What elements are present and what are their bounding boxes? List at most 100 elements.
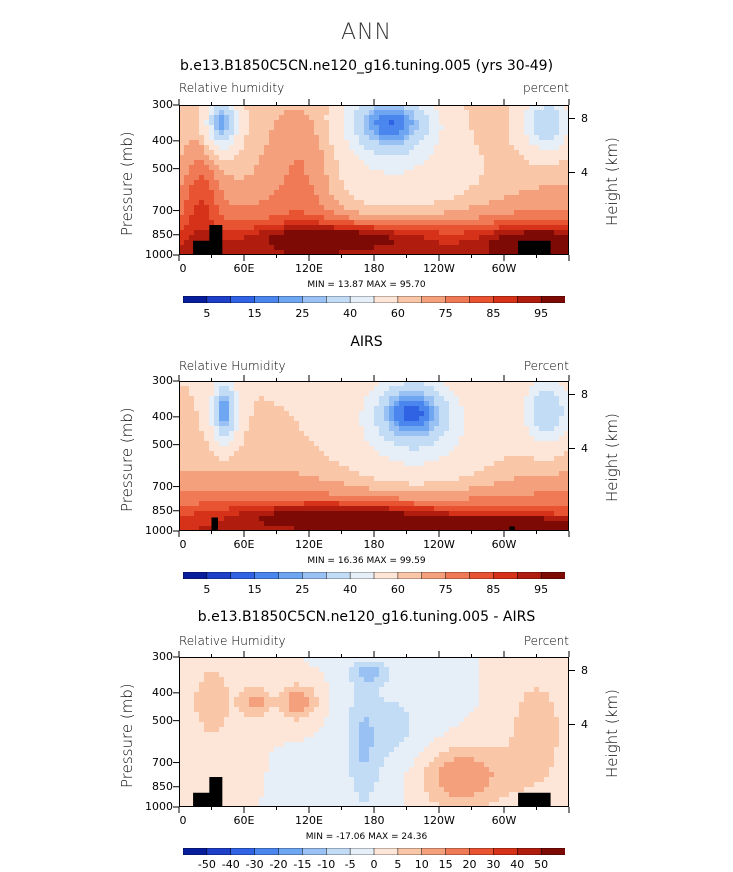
- contour-cell: [334, 496, 340, 502]
- contour-cell: [199, 481, 205, 487]
- contour-cell: [524, 210, 530, 216]
- contour-cell: [339, 451, 345, 457]
- contour-cell: [499, 481, 505, 487]
- contour-cell: [194, 220, 200, 226]
- contour-cell: [559, 210, 565, 216]
- contour-cell: [189, 120, 195, 126]
- contour-cell: [279, 506, 285, 512]
- contour-cell: [194, 225, 200, 231]
- colorbar-swatch: [421, 572, 447, 579]
- contour-cell: [224, 501, 230, 507]
- contour-cell: [304, 657, 310, 663]
- contour-cell: [359, 401, 365, 407]
- contour-cell: [264, 165, 270, 171]
- contour-cell: [319, 386, 325, 392]
- contour-cell: [254, 115, 260, 121]
- contour-cell: [464, 140, 470, 146]
- contour-cell: [454, 451, 460, 457]
- contour-cell: [219, 496, 225, 502]
- contour-cell: [289, 391, 295, 397]
- contour-cell: [519, 220, 525, 226]
- contour-cell: [304, 476, 310, 482]
- contour-cell: [399, 215, 405, 221]
- contour-cell: [544, 411, 550, 417]
- contour-cell: [334, 426, 340, 432]
- contour-cell: [224, 421, 230, 427]
- contour-cell: [409, 160, 415, 166]
- contour-cell: [384, 511, 390, 517]
- contour-cell: [464, 491, 470, 497]
- contour-cell: [499, 381, 505, 387]
- colorbar-swatch: [540, 296, 565, 303]
- contour-cell: [344, 421, 350, 427]
- contour-cell: [454, 391, 460, 397]
- contour-cell: [494, 165, 500, 171]
- contour-cell: [289, 110, 295, 116]
- colorbar-label: 15: [247, 583, 262, 596]
- contour-cell: [424, 245, 430, 251]
- contour-cell: [244, 215, 250, 221]
- contour-cell: [304, 195, 310, 201]
- contour-cell: [199, 140, 205, 146]
- contour-cell: [459, 396, 465, 402]
- contour-cell: [549, 466, 555, 472]
- contour-cell: [379, 180, 385, 186]
- contour-cell: [349, 155, 355, 161]
- contour-cell: [304, 431, 310, 437]
- contour-cell: [314, 481, 320, 487]
- contour-cell: [254, 386, 260, 392]
- contour-cell: [314, 135, 320, 141]
- contour-cell: [544, 471, 550, 477]
- contour-cell: [419, 190, 425, 196]
- contour-cell: [514, 471, 520, 477]
- contour-cell: [409, 210, 415, 216]
- contour-cell: [279, 115, 285, 121]
- contour-cell: [439, 381, 445, 387]
- contour-cell: [269, 466, 275, 472]
- contour-cell: [189, 210, 195, 216]
- contour-cell: [239, 105, 245, 111]
- contour-cell: [539, 406, 545, 412]
- contour-cell: [394, 245, 400, 251]
- contour-cell: [534, 516, 540, 522]
- contour-cell: [504, 657, 510, 663]
- contour-cell: [294, 115, 300, 121]
- contour-cell: [529, 426, 535, 432]
- contour-cell: [499, 391, 505, 397]
- contour-cell: [349, 506, 355, 512]
- contour-cell: [449, 115, 455, 121]
- contour-cell: [239, 381, 245, 387]
- contour-cell: [414, 421, 420, 427]
- contour-cell: [419, 486, 425, 492]
- contour-cell: [409, 165, 415, 171]
- contour-cell: [189, 135, 195, 141]
- contour-cell: [199, 386, 205, 392]
- contour-cell: [184, 180, 190, 186]
- contour-cell: [319, 657, 325, 663]
- contour-cell: [379, 426, 385, 432]
- contour-cell: [364, 471, 370, 477]
- contour-cell: [409, 481, 415, 487]
- contour-cell: [484, 230, 490, 236]
- contour-cell: [549, 391, 555, 397]
- contour-cell: [229, 240, 235, 246]
- contour-cell: [304, 250, 310, 255]
- contour-cell: [339, 110, 345, 116]
- contour-cell: [564, 245, 569, 251]
- contour-cell: [349, 516, 355, 522]
- contour-cell: [494, 110, 500, 116]
- contour-cell: [544, 220, 550, 226]
- contour-cell: [334, 180, 340, 186]
- contour-cell: [314, 170, 320, 176]
- contour-cell: [459, 250, 465, 255]
- contour-cell: [544, 150, 550, 156]
- contour-cell: [269, 471, 275, 477]
- contour-cell: [519, 165, 525, 171]
- contour-cell: [319, 180, 325, 186]
- contour-cell: [214, 486, 220, 492]
- contour-cell: [444, 501, 450, 507]
- contour-cell: [244, 441, 250, 447]
- contour-cell: [324, 416, 330, 422]
- contour-cell: [364, 391, 370, 397]
- contour-cell: [219, 130, 225, 136]
